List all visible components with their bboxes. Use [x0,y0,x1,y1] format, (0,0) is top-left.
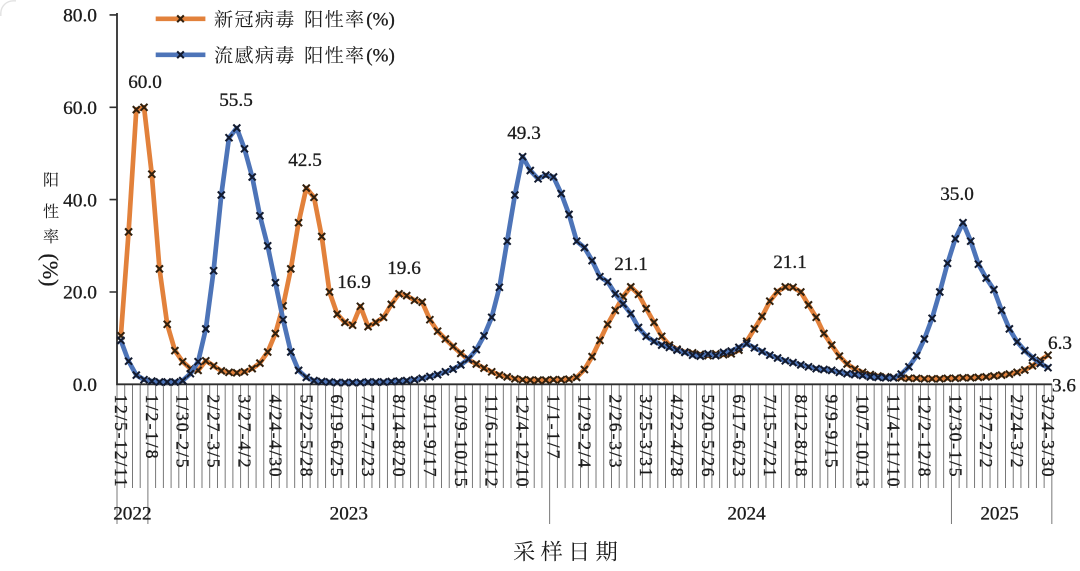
svg-text:4/24-4/30: 4/24-4/30 [265,395,285,477]
svg-text:35.0: 35.0 [940,184,974,205]
svg-text:11/4-11/10: 11/4-11/10 [883,395,903,487]
svg-text:11/6-11/12: 11/6-11/12 [482,395,502,487]
svg-text:1/30-2/5: 1/30-2/5 [173,395,193,468]
svg-text:4/22-4/28: 4/22-4/28 [667,395,687,477]
svg-text:60.0: 60.0 [128,72,162,93]
svg-text:12/4-12/10: 12/4-12/10 [513,395,533,487]
svg-text:55.5: 55.5 [219,90,253,111]
svg-text:2024: 2024 [727,504,766,525]
svg-text:3/24-3/30: 3/24-3/30 [1038,395,1058,477]
svg-text:42.5: 42.5 [288,150,322,171]
svg-text:10/7-10/13: 10/7-10/13 [853,395,873,487]
svg-text:10/9-10/15: 10/9-10/15 [451,395,471,487]
svg-text:0.0: 0.0 [73,375,97,396]
svg-text:2022: 2022 [113,504,151,525]
svg-text:21.1: 21.1 [614,254,648,275]
svg-text:19.6: 19.6 [387,258,421,279]
svg-text:6/17-6/23: 6/17-6/23 [729,395,749,477]
svg-text:12/30-1/5: 12/30-1/5 [945,395,965,477]
svg-text:6.3: 6.3 [1048,333,1072,354]
svg-text:5/20-5/26: 5/20-5/26 [698,395,718,477]
svg-text:6/19-6/25: 6/19-6/25 [327,395,347,477]
svg-text:40.0: 40.0 [63,190,97,211]
svg-text:7/17-7/23: 7/17-7/23 [358,395,378,477]
svg-text:7/15-7/21: 7/15-7/21 [760,395,780,477]
svg-text:3/27-4/2: 3/27-4/2 [234,395,254,468]
svg-text:(%): (%) [38,254,63,287]
svg-text:2025: 2025 [980,504,1018,525]
svg-text:(%): (%) [366,9,394,30]
svg-text:2023: 2023 [330,504,368,525]
svg-text:5/22-5/28: 5/22-5/28 [296,395,316,477]
svg-text:12/5-12/11: 12/5-12/11 [111,395,131,487]
svg-text:9/11-9/17: 9/11-9/17 [420,395,440,477]
svg-text:16.9: 16.9 [337,272,371,293]
svg-text:(%): (%) [366,45,394,66]
svg-text:2/27-3/5: 2/27-3/5 [204,395,224,468]
svg-text:80.0: 80.0 [63,6,97,27]
svg-text:3.6: 3.6 [1052,376,1076,397]
svg-text:12/2-12/8: 12/2-12/8 [914,395,934,477]
svg-text:1/27-2/2: 1/27-2/2 [976,395,996,468]
svg-text:3/25-3/31: 3/25-3/31 [636,395,656,477]
svg-text:8/14-8/20: 8/14-8/20 [389,395,409,477]
svg-text:20.0: 20.0 [63,283,97,304]
svg-text:1/29-2/4: 1/29-2/4 [574,395,594,468]
svg-text:8/12-8/18: 8/12-8/18 [791,395,811,477]
svg-text:2/24-3/2: 2/24-3/2 [1007,395,1027,468]
svg-text:9/9-9/15: 9/9-9/15 [822,395,842,468]
svg-text:60.0: 60.0 [63,98,97,119]
svg-text:21.1: 21.1 [773,252,807,273]
svg-text:49.3: 49.3 [507,123,541,144]
svg-text:2/26-3/3: 2/26-3/3 [605,395,625,468]
